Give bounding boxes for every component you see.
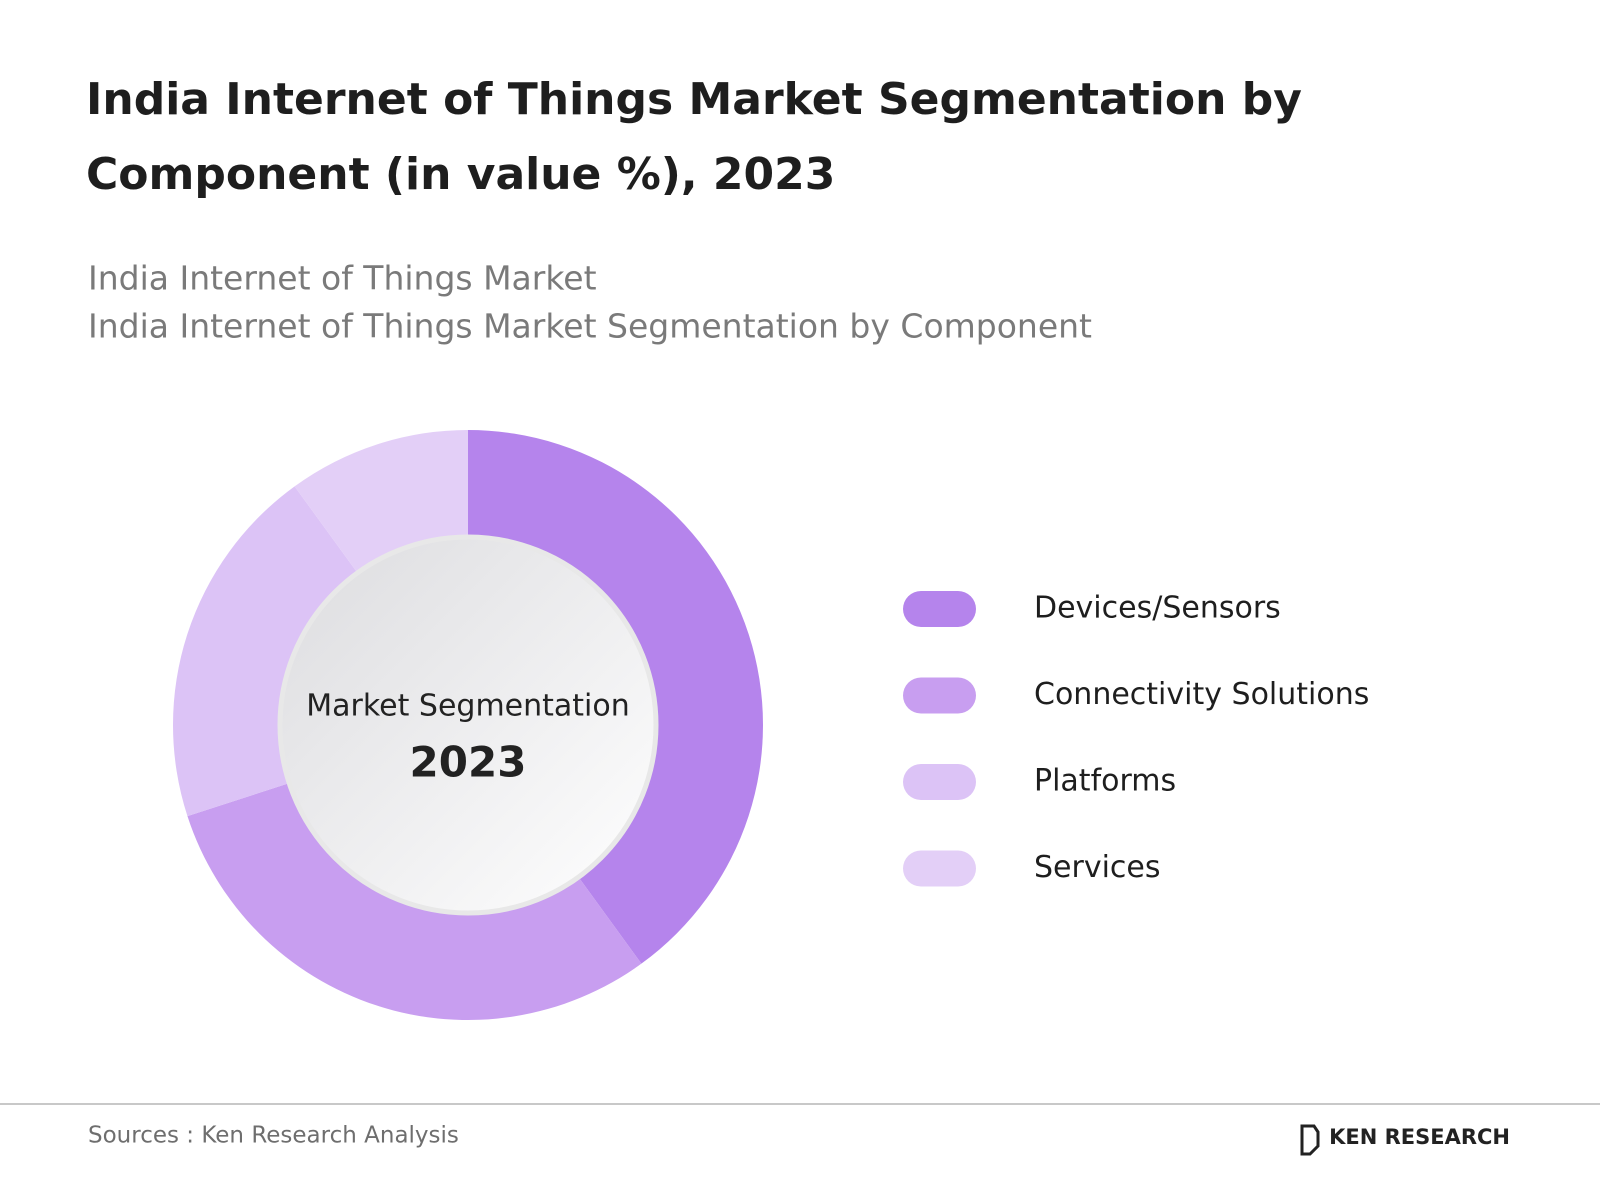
legend-label: Devices/Sensors	[1034, 591, 1281, 626]
legend-swatch	[903, 850, 976, 887]
donut-slice	[468, 430, 764, 964]
legend: Devices/Sensors Connectivity Solutions Pla…	[903, 591, 1369, 887]
donut-slice	[173, 486, 359, 817]
center-year: 2023	[410, 738, 527, 787]
brand-logo	[1300, 1124, 1320, 1156]
donut-slice	[294, 430, 468, 575]
chart-title: India Internet of Things Market Segmenta…	[86, 74, 1302, 200]
donut-slice	[187, 782, 642, 1021]
brand: KEN RESEARCH	[1329, 1125, 1510, 1149]
donut-center	[277, 534, 659, 916]
center-label: Market Segmentation	[306, 689, 630, 724]
title-box: India Internet of Things Market Segmenta…	[86, 74, 1302, 200]
subtitle: India Internet of Things Market Segmenta…	[88, 307, 1092, 346]
legend-swatch	[903, 764, 976, 800]
donut	[173, 430, 764, 1021]
subtitle: India Internet of Things Market	[88, 259, 597, 298]
legend-label: Platforms	[1034, 764, 1176, 799]
legend-label: Connectivity Solutions	[1034, 677, 1369, 712]
legend-swatch	[903, 591, 976, 627]
source: Sources : Ken Research Analysis	[88, 1123, 459, 1149]
legend-swatch	[903, 677, 976, 714]
legend-label: Services	[1034, 850, 1161, 885]
